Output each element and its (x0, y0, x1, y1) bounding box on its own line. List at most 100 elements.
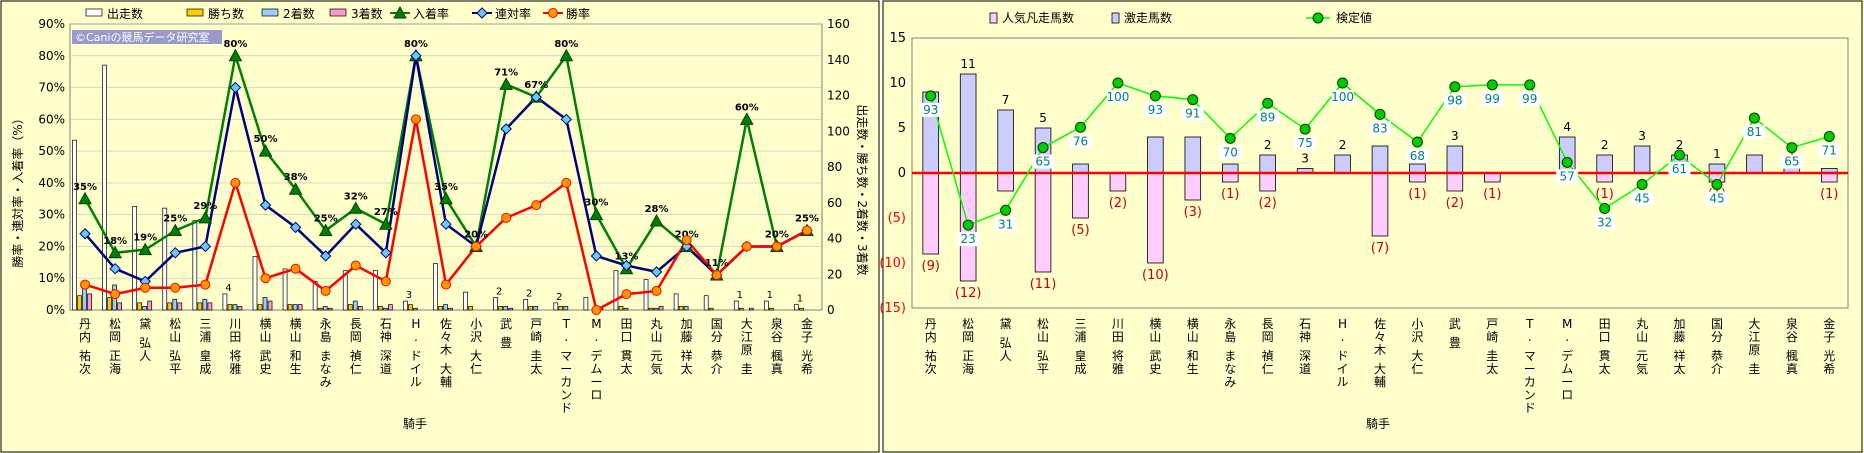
left-x-tick-label: T. マーカンド (560, 317, 572, 415)
right-value-box (1743, 125, 1766, 140)
right-value-label: 99 (1485, 92, 1500, 106)
left-point-連対率 (289, 221, 302, 234)
left-point-勝率 (741, 241, 752, 252)
right-x-tick-label: 丸山 元気 (1636, 317, 1648, 376)
left-bar-2着数 (653, 307, 659, 311)
left-bar-出走数 (252, 256, 258, 311)
right-value-label: 98 (1447, 94, 1462, 108)
left-point-勝率 (290, 263, 301, 274)
right-bar-count-label: 2 (1339, 138, 1347, 152)
left-x-tick-label: 田口 貫太 (620, 317, 632, 376)
left-legend-swatch (186, 8, 204, 17)
right-legend-swatch (989, 12, 998, 24)
right-point-検定値 (1187, 94, 1199, 106)
left-bar-出走数 (463, 291, 468, 311)
left-bar-勝ち数 (558, 306, 564, 311)
left-point-勝率 (320, 285, 331, 296)
right-bar-count-label: 3 (1301, 152, 1309, 166)
right-bar-激走馬数 (1371, 145, 1389, 174)
left-bar-出走数 (132, 205, 138, 311)
left-bar-勝ち数 (77, 295, 82, 311)
right-point-検定値 (1748, 112, 1760, 124)
left-bar-出走数 (553, 302, 559, 311)
right-y-tick-label: 10 (889, 76, 906, 91)
left-bar-勝ち数 (197, 302, 203, 311)
right-value-label: 89 (1260, 110, 1275, 124)
left-data-label: 19% (133, 233, 157, 244)
left-point-勝率 (170, 282, 181, 293)
left-point-連対率 (350, 218, 362, 230)
right-bar-count-label: 4 (1563, 120, 1571, 134)
right-bar-人気凡走馬数 (997, 172, 1014, 192)
left-point-連対率 (259, 199, 272, 211)
left-point-連対率 (109, 262, 121, 275)
left-bar-出走数 (433, 263, 438, 311)
left-bar-出走数 (282, 268, 288, 311)
left-x-axis-label: 騎手 (403, 417, 427, 431)
right-bar-人気凡走馬数 (1821, 172, 1838, 183)
left-point-勝率 (441, 279, 451, 290)
left-bar-3着数 (658, 306, 664, 311)
left-y2-tick-label: 60 (827, 196, 842, 210)
right-value-box (1219, 145, 1242, 160)
right-value-box (1818, 143, 1841, 158)
left-point-勝率 (651, 285, 662, 296)
right-value-box (1069, 134, 1092, 149)
left-point-勝率 (471, 241, 482, 252)
left-bar-勝ち数 (227, 304, 233, 311)
left-legend-marker (393, 5, 407, 19)
left-legend-marker (476, 7, 488, 19)
left-y-tick-label: 70% (38, 81, 65, 95)
left-data-label: 32% (344, 191, 368, 202)
left-data-label: 20% (464, 229, 488, 240)
right-point-検定値 (1000, 204, 1012, 216)
left-bar-2着数 (172, 298, 178, 311)
left-x-tick-label: 大江原 圭 (741, 317, 753, 376)
left-point-勝率 (260, 273, 271, 284)
left-legend-label: 勝ち数 (208, 6, 244, 21)
right-bar-negative-label: (11) (1030, 277, 1057, 292)
right-bar-人気凡走馬数 (1446, 172, 1464, 192)
right-x-tick-label: 黛 弘人 (1000, 317, 1012, 363)
left-point-入着率 (168, 223, 183, 237)
right-point-検定値 (1337, 77, 1349, 89)
left-data-label: 60% (735, 102, 759, 113)
left-bar-勝ち数 (287, 304, 293, 311)
right-value-box (1481, 91, 1504, 106)
right-bar-人気凡走馬数 (1109, 172, 1127, 192)
left-point-連対率 (319, 250, 332, 262)
right-value-label: 100 (1331, 90, 1354, 104)
left-bar-3着数 (327, 307, 333, 311)
left-x-tick-label: 長岡 禎仁 (350, 317, 362, 376)
left-point-入着率 (228, 48, 243, 62)
left-legend-label: 2着数 (283, 6, 315, 21)
right-bar-人気凡走馬数 (1221, 172, 1239, 183)
right-bar-count-label: 1 (1788, 147, 1796, 161)
left-legend: 出走数 勝ち数 2着数 3着数 入着率 連対率 勝率 (85, 5, 590, 21)
right-value-label: 23 (961, 232, 976, 246)
right-value-box (1705, 191, 1728, 206)
left-point-勝率 (771, 241, 782, 252)
left-bar-count-label: 2 (556, 292, 562, 303)
left-point-連対率 (500, 123, 512, 135)
left-data-label: 35% (434, 182, 458, 193)
left-point-勝率 (801, 225, 812, 236)
left-data-label: 29% (193, 201, 217, 212)
right-x-tick-label: 川田 将雅 (1112, 317, 1124, 376)
left-bar-勝ち数 (528, 306, 534, 311)
right-value-label: 100 (1106, 90, 1129, 104)
right-x-tick-label: 横山 和生 (1187, 317, 1199, 376)
left-bar-2着数 (262, 297, 268, 311)
left-bar-3着数 (297, 304, 303, 311)
left-bar-勝ち数 (377, 306, 383, 311)
left-bar-勝ち数 (799, 307, 804, 311)
left-point-勝率 (501, 212, 512, 223)
right-x-tick-label: T. マーカンド (1524, 317, 1536, 415)
right-bar-negative-label: (1) (1820, 187, 1838, 202)
left-bar-勝ち数 (648, 307, 654, 311)
left-bar-count-label: 1 (797, 294, 803, 305)
right-value-box (957, 232, 980, 247)
right-bar-negative-label: (10) (1142, 268, 1169, 283)
left-bar-出走数 (703, 295, 709, 311)
right-x-tick-label: 永島 まなみ (1224, 317, 1236, 389)
